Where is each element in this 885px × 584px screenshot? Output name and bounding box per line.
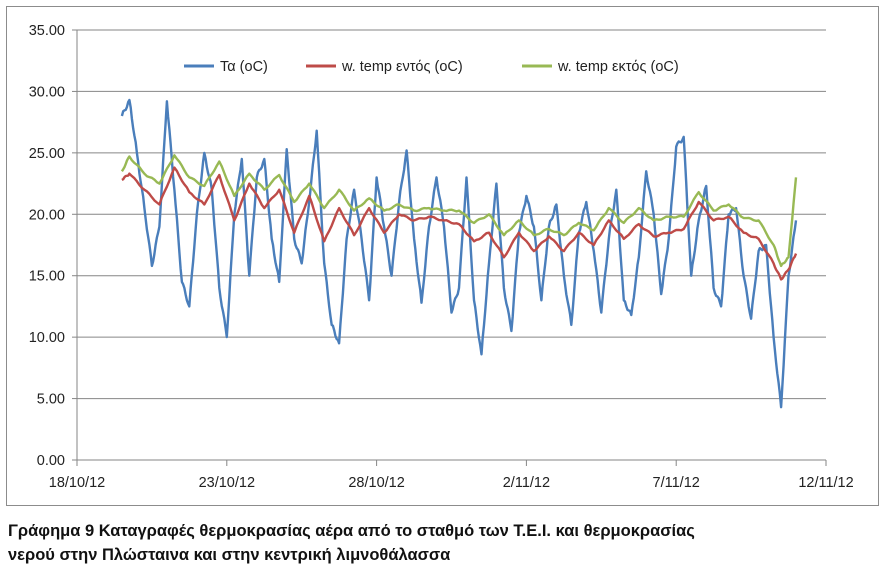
legend-label-3: w. temp εκτός (oC) <box>557 59 679 75</box>
series-layer <box>120 98 798 409</box>
caption-line-1: Γράφημα 9 Καταγραφές θερμοκρασίας αέρα α… <box>8 522 695 540</box>
tick-label-y: 10.00 <box>29 330 65 346</box>
tick-label-x: 7/11/12 <box>653 475 700 491</box>
tick-label-x: 2/11/12 <box>503 475 550 491</box>
line-chart: 0.00 5.00 10.00 15.00 20.00 25.00 30.00 35.00 18… <box>29 23 854 491</box>
tick-label-y: 0.00 <box>37 453 65 469</box>
tick-label-y: 20.00 <box>29 207 65 223</box>
legend: Τα (oC) w. temp εντός (oC) w. temp εκτός (… <box>184 59 679 75</box>
tick-label-x: 12/11/12 <box>798 475 853 491</box>
tick-label-y: 15.00 <box>29 269 65 285</box>
grid-layer <box>77 29 826 400</box>
tick-label-x: 23/10/12 <box>199 475 255 491</box>
legend-label-2: w. temp εντός (oC) <box>341 59 463 75</box>
tick-label-x: 18/10/12 <box>49 475 105 491</box>
tick-label-y: 35.00 <box>29 23 65 39</box>
series-line-3 <box>120 154 798 268</box>
tick-label-y: 30.00 <box>29 84 65 100</box>
caption-line-2: νερού στην Πλώσταινα και στην κεντρική λ… <box>8 546 451 564</box>
tick-label-y: 5.00 <box>37 392 65 408</box>
series-line-1 <box>120 98 798 409</box>
legend-label-1: Τα (oC) <box>220 59 268 75</box>
figure-caption: Γράφημα 9 Καταγραφές θερμοκρασίας αέρα α… <box>8 519 878 567</box>
axes: 0.00 5.00 10.00 15.00 20.00 25.00 30.00 35.00 18… <box>29 23 854 491</box>
tick-label-x: 28/10/12 <box>348 475 404 491</box>
tick-label-y: 25.00 <box>29 146 65 162</box>
series-line-2 <box>121 166 798 281</box>
